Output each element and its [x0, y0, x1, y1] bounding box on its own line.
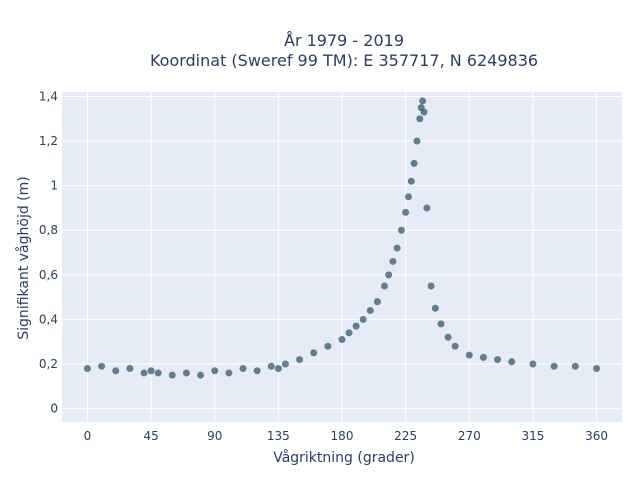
y-tick-label: 0,4 [39, 312, 58, 326]
data-point [385, 271, 393, 279]
data-point [451, 342, 459, 350]
data-point [112, 367, 120, 375]
data-point [281, 360, 289, 368]
data-point [296, 356, 304, 364]
data-point [427, 282, 435, 290]
data-point [410, 159, 418, 167]
x-tick-label: 225 [394, 429, 417, 443]
data-point [274, 364, 282, 372]
data-point [479, 353, 487, 361]
x-tick-label: 90 [207, 429, 222, 443]
data-point [465, 351, 473, 359]
data-point [253, 367, 261, 375]
data-point [239, 364, 247, 372]
data-point [182, 369, 190, 377]
data-point [420, 108, 428, 116]
data-point [98, 362, 106, 370]
data-point [380, 282, 388, 290]
x-tick-label: 315 [521, 429, 544, 443]
data-point [419, 97, 427, 105]
data-point [413, 137, 421, 145]
x-axis-ticks: 0 45 90 135 180 225 270 315 360 [84, 429, 608, 443]
data-point [373, 298, 381, 306]
data-point [423, 204, 431, 212]
data-point [267, 362, 275, 370]
data-point [345, 329, 353, 337]
data-point [431, 304, 439, 312]
data-point [140, 369, 148, 377]
data-point [324, 342, 332, 350]
y-tick-label: 0,6 [39, 268, 58, 282]
x-tick-label: 360 [585, 429, 608, 443]
y-tick-label: 0,8 [39, 223, 58, 237]
y-axis-label: Signifikant våghöjd (m) [15, 176, 32, 339]
data-point [437, 320, 445, 328]
data-point [407, 177, 415, 185]
y-axis-ticks: 0 0,2 0,4 0,6 0,8 1 1,2 1,4 [39, 89, 58, 415]
data-point [211, 367, 219, 375]
data-point [197, 371, 205, 379]
y-tick-label: 1,4 [39, 89, 58, 103]
data-point [397, 226, 405, 234]
data-point [338, 336, 346, 343]
data-point [550, 362, 558, 370]
data-point [154, 369, 162, 377]
data-point [225, 369, 233, 377]
data-point [508, 358, 516, 366]
x-tick-label: 135 [267, 429, 290, 443]
x-axis-label: Vågriktning (grader) [273, 449, 415, 466]
data-point [402, 208, 410, 216]
data-point [444, 333, 452, 341]
data-point [593, 364, 601, 372]
data-point [389, 257, 397, 265]
data-point [352, 322, 360, 330]
data-point [393, 244, 401, 252]
data-point [147, 367, 155, 375]
data-point [404, 193, 412, 201]
x-tick-label: 0 [84, 429, 92, 443]
data-point [126, 364, 134, 372]
x-tick-label: 45 [143, 429, 158, 443]
data-point [366, 307, 374, 315]
data-points [83, 97, 601, 379]
x-tick-label: 180 [331, 429, 354, 443]
data-point [168, 371, 176, 379]
data-point [359, 315, 367, 323]
grid [62, 92, 622, 422]
x-tick-label: 270 [458, 429, 481, 443]
data-point [310, 349, 318, 357]
data-point [571, 362, 579, 370]
data-point [529, 360, 537, 368]
y-tick-label: 1,2 [39, 134, 58, 148]
data-point [416, 115, 424, 123]
data-point [494, 356, 502, 364]
chart-title-line1: År 1979 - 2019 [284, 31, 404, 50]
y-tick-label: 0,2 [39, 357, 58, 371]
y-tick-label: 0 [50, 402, 58, 416]
chart-title-line2: Koordinat (Sweref 99 TM): E 357717, N 62… [150, 51, 538, 70]
y-tick-label: 1 [50, 179, 58, 193]
data-point [83, 364, 91, 372]
